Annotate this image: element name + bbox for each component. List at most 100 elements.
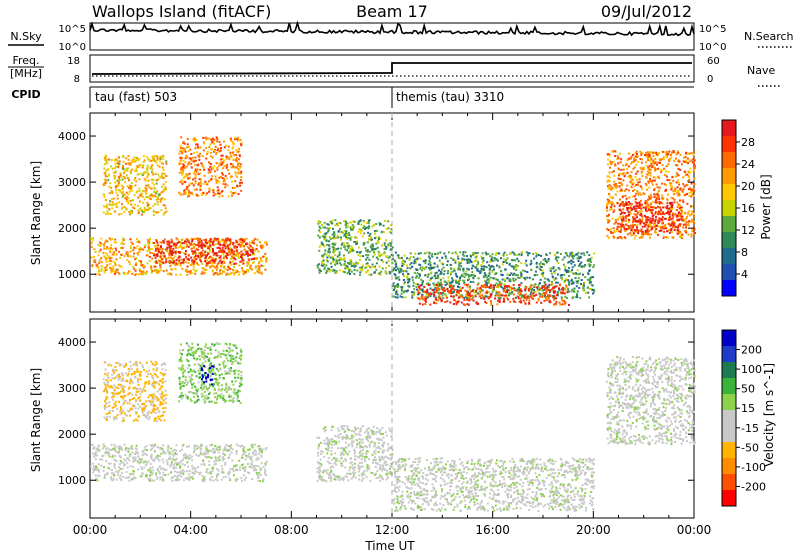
data-cell [411,294,414,297]
data-cell [141,272,144,275]
data-cell [422,260,425,263]
data-cell [377,238,380,241]
data-cell [220,158,223,161]
data-cell [606,215,609,217]
data-cell [414,276,417,279]
data-cell [353,241,356,243]
data-cell [209,171,212,174]
data-cell [154,269,156,272]
data-cell [344,245,346,248]
data-cell [668,216,671,218]
data-cell [692,170,695,173]
data-cell [119,190,122,193]
data-cell [237,255,239,257]
data-cell [428,293,431,296]
data-cell [126,462,129,465]
data-cell [352,262,355,265]
data-cell [646,232,649,235]
data-cell [264,464,267,466]
data-cell [639,230,642,233]
data-cell [197,194,200,197]
data-cell [489,294,492,297]
data-cell [255,248,258,250]
data-cell [334,249,337,252]
data-cell [219,149,222,152]
data-cell [521,251,523,254]
data-cell [236,184,239,187]
data-cell [140,192,143,195]
data-cell [520,294,523,296]
data-cell [634,210,637,212]
data-cell [373,271,376,274]
data-cell [205,147,207,149]
data-cell [155,192,158,195]
data-cell [642,192,645,195]
data-cell [662,211,665,214]
data-cell [647,230,650,233]
data-cell [468,297,471,300]
data-cell [125,157,128,160]
data-cell [639,213,642,216]
data-cell [688,192,691,195]
data-cell [135,273,138,275]
data-cell [621,211,624,214]
data-cell [343,257,346,260]
data-cell [535,255,538,258]
data-cell [485,266,488,269]
data-cell [509,280,512,283]
data-cell [566,290,569,293]
data-cell [658,229,661,232]
data-cell [121,191,124,194]
data-cell [170,268,173,270]
data-cell [424,299,427,302]
data-cell [175,246,177,249]
data-cell [214,178,217,181]
data-cell [332,257,334,260]
data-cell [629,232,631,235]
data-cell [174,250,177,253]
data-cell [187,150,190,152]
data-cell [687,170,690,173]
data-cell [545,291,548,294]
data-cell [130,203,133,206]
data-cell [482,276,485,279]
data-cell [646,151,649,154]
data-cell [649,219,652,222]
data-cell [677,212,680,215]
data-cell [162,168,165,171]
data-cell [192,184,195,187]
data-cell [624,219,627,222]
data-cell [128,263,131,266]
data-cell [344,248,347,251]
data-cell [527,289,530,292]
data-cell [213,237,216,240]
data-cell [162,213,165,216]
data-cell [224,461,227,464]
data-cell [394,296,397,299]
data-cell [662,212,665,215]
data-cell [123,206,126,209]
data-cell [123,255,126,258]
data-cell [667,153,669,156]
data-cell [654,207,657,209]
nsky-tick-bottom: 10^0 [59,42,86,53]
data-cell [672,192,675,195]
data-cell [661,194,664,197]
data-cell [208,261,211,264]
data-cell [160,209,163,212]
data-cell [480,285,483,287]
data-cell [234,191,237,194]
data-cell [649,177,652,180]
data-cell [371,249,373,252]
data-cell [240,254,243,257]
data-cell [340,264,343,266]
data-cell [194,168,197,171]
data-cell [678,204,681,207]
data-cell [669,184,672,187]
data-cell [677,191,680,194]
data-cell [211,243,214,246]
data-cell [147,242,150,245]
data-cell [685,224,688,227]
data-cell [420,266,423,269]
data-cell [522,299,525,302]
